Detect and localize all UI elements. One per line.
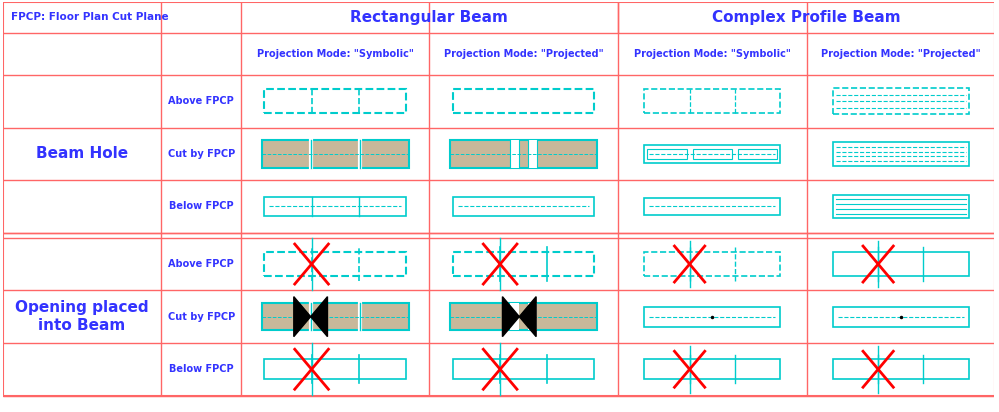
Bar <box>833 359 969 379</box>
Bar <box>265 89 406 113</box>
Text: Cut by FPCP: Cut by FPCP <box>168 149 235 159</box>
Bar <box>644 359 780 379</box>
Bar <box>644 307 780 327</box>
Bar <box>510 140 519 168</box>
Bar <box>644 89 780 113</box>
Bar <box>528 303 536 330</box>
Bar <box>265 252 406 276</box>
Bar <box>265 359 406 379</box>
Text: Rectangular Beam: Rectangular Beam <box>351 10 508 25</box>
Bar <box>738 149 777 159</box>
Bar <box>510 303 519 330</box>
Polygon shape <box>519 297 536 337</box>
Bar <box>833 194 969 218</box>
Polygon shape <box>502 297 519 337</box>
Text: Above FPCP: Above FPCP <box>168 259 234 269</box>
Bar <box>692 149 732 159</box>
Text: FPCP: Floor Plan Cut Plane: FPCP: Floor Plan Cut Plane <box>11 12 168 23</box>
Bar <box>453 252 594 276</box>
Text: Beam Hole: Beam Hole <box>36 146 128 162</box>
Bar <box>833 307 969 327</box>
Bar <box>265 197 406 216</box>
Text: Complex Profile Beam: Complex Profile Beam <box>712 10 901 25</box>
Text: Projection Mode: "Projected": Projection Mode: "Projected" <box>821 49 981 59</box>
Bar <box>833 142 969 166</box>
Bar <box>262 303 409 330</box>
Text: Opening placed
into Beam: Opening placed into Beam <box>15 300 149 333</box>
Bar <box>451 140 597 168</box>
Bar <box>262 140 409 168</box>
Text: Below FPCP: Below FPCP <box>169 201 234 211</box>
Polygon shape <box>294 297 311 337</box>
Text: Projection Mode: "Projected": Projection Mode: "Projected" <box>444 49 603 59</box>
Text: Projection Mode: "Symbolic": Projection Mode: "Symbolic" <box>257 49 414 59</box>
Text: Cut by FPCP: Cut by FPCP <box>168 311 235 322</box>
Bar <box>451 303 597 330</box>
Bar <box>644 252 780 276</box>
Bar <box>644 198 780 215</box>
Bar <box>453 89 594 113</box>
Bar <box>833 252 969 276</box>
Text: Above FPCP: Above FPCP <box>168 96 234 106</box>
Bar <box>528 140 536 168</box>
Text: Projection Mode: "Symbolic": Projection Mode: "Symbolic" <box>633 49 790 59</box>
Bar <box>647 149 686 159</box>
Bar <box>453 197 594 216</box>
Text: Below FPCP: Below FPCP <box>169 364 234 374</box>
Bar <box>453 359 594 379</box>
Polygon shape <box>311 297 328 337</box>
Bar <box>644 145 780 163</box>
Bar <box>833 88 969 115</box>
